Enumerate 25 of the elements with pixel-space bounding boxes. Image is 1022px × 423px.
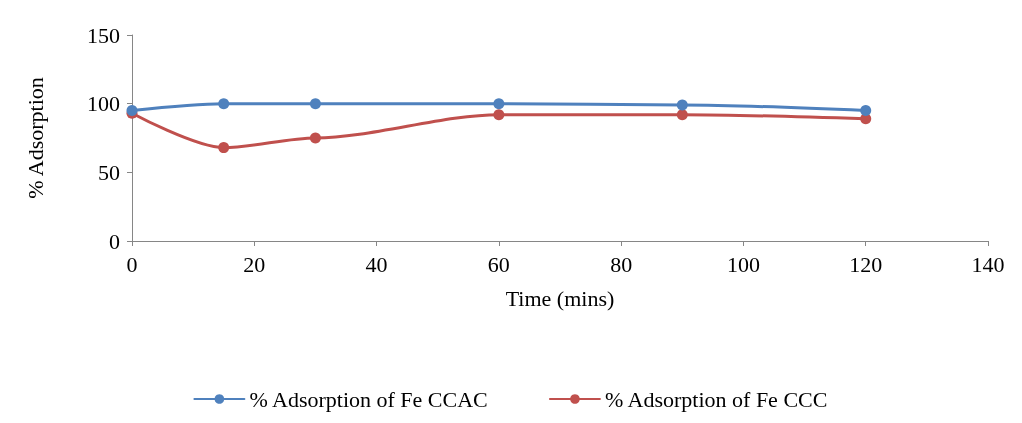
point <box>309 98 321 110</box>
x-tick-label: 140 <box>971 251 1005 277</box>
point <box>218 98 230 110</box>
point <box>218 142 230 154</box>
point <box>493 109 505 121</box>
x-axis-title: Time (mins) <box>505 285 615 311</box>
point <box>860 105 872 117</box>
x-tick-label: 0 <box>126 251 138 277</box>
y-tick-label: 50 <box>98 159 120 185</box>
x-tick-label: 120 <box>849 251 883 277</box>
point <box>676 99 688 111</box>
y-axis-title: % Adsorption <box>22 77 48 199</box>
x-tick-label: 80 <box>610 251 633 277</box>
point <box>309 132 321 144</box>
x-tick-label: 20 <box>243 251 266 277</box>
y-tick-label: 0 <box>109 228 120 254</box>
y-tick-label: 150 <box>87 22 120 48</box>
point <box>493 98 505 110</box>
x-tick-label: 100 <box>726 251 760 277</box>
legend-label: % Adsorption of Fe CCC <box>604 386 828 412</box>
x-tick-label: 40 <box>365 251 388 277</box>
x-tick-label: 60 <box>487 251 510 277</box>
legend-label: % Adsorption of Fe CCAC <box>249 386 488 412</box>
y-tick-label: 100 <box>87 91 120 117</box>
point <box>676 109 688 121</box>
